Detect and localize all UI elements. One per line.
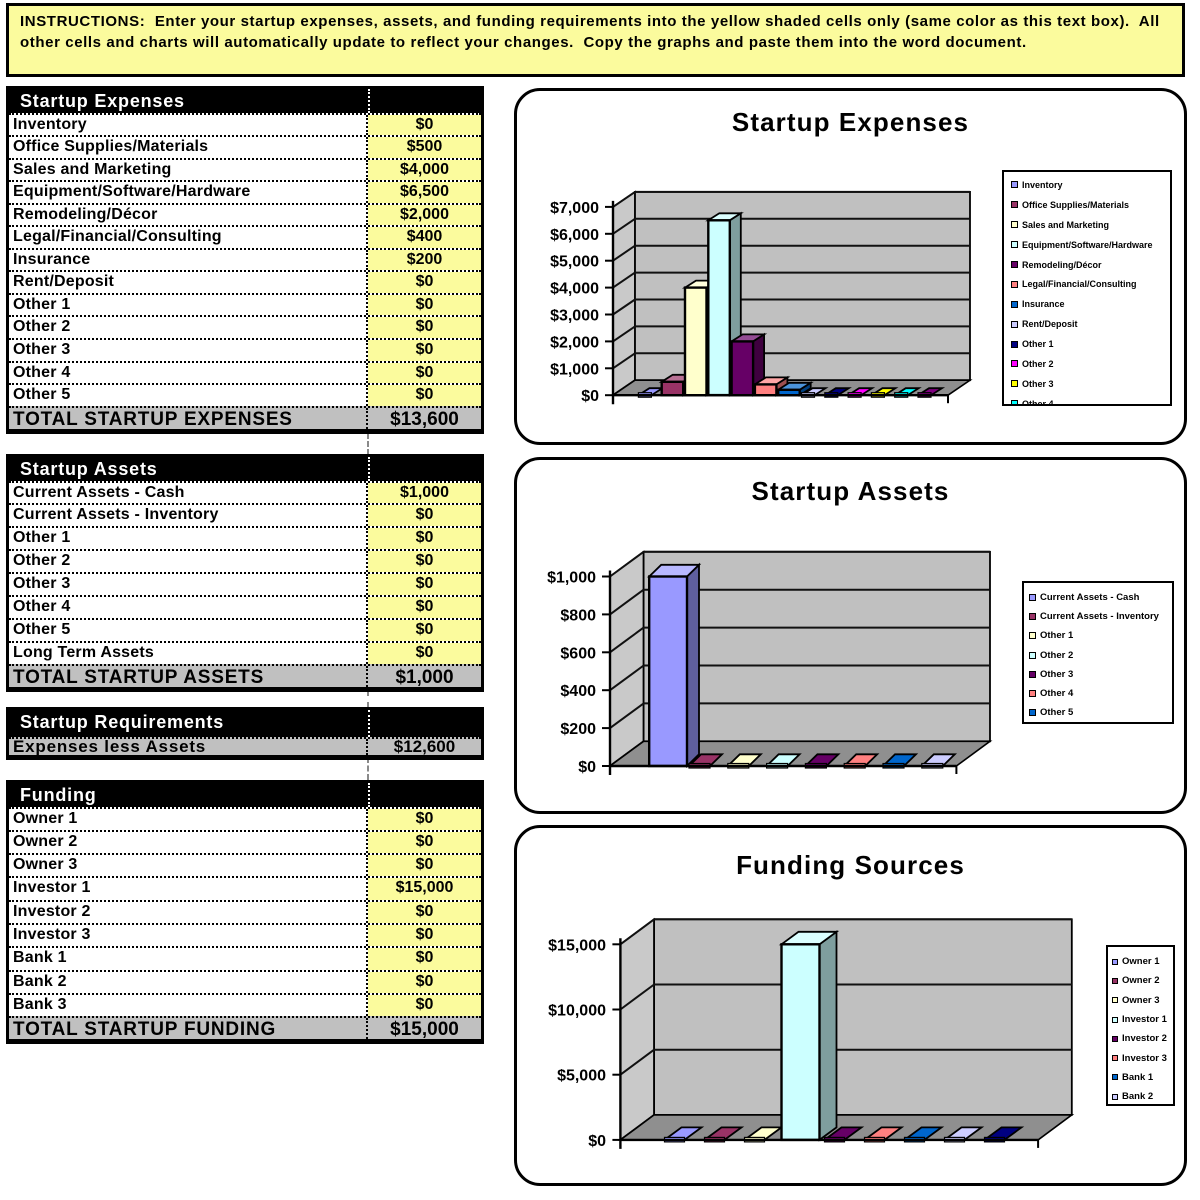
svg-text:$10,000: $10,000	[548, 1003, 606, 1020]
svg-text:$200: $200	[560, 721, 596, 738]
svg-text:$0: $0	[581, 388, 599, 405]
svg-text:$3,000: $3,000	[550, 308, 599, 325]
svg-text:$400: $400	[560, 683, 596, 700]
svg-text:$4,000: $4,000	[550, 281, 599, 298]
svg-text:$0: $0	[588, 1133, 606, 1150]
svg-text:$15,000: $15,000	[548, 937, 606, 954]
svg-text:$800: $800	[560, 607, 596, 624]
svg-text:$1,000: $1,000	[550, 361, 599, 378]
svg-text:$5,000: $5,000	[550, 254, 599, 271]
svg-text:$600: $600	[560, 645, 596, 662]
svg-text:$2,000: $2,000	[550, 334, 599, 351]
svg-text:$1,000: $1,000	[547, 570, 596, 587]
svg-text:$5,000: $5,000	[557, 1068, 606, 1085]
svg-text:$7,000: $7,000	[550, 200, 599, 217]
svg-text:$0: $0	[578, 759, 596, 776]
svg-text:$6,000: $6,000	[550, 227, 599, 244]
